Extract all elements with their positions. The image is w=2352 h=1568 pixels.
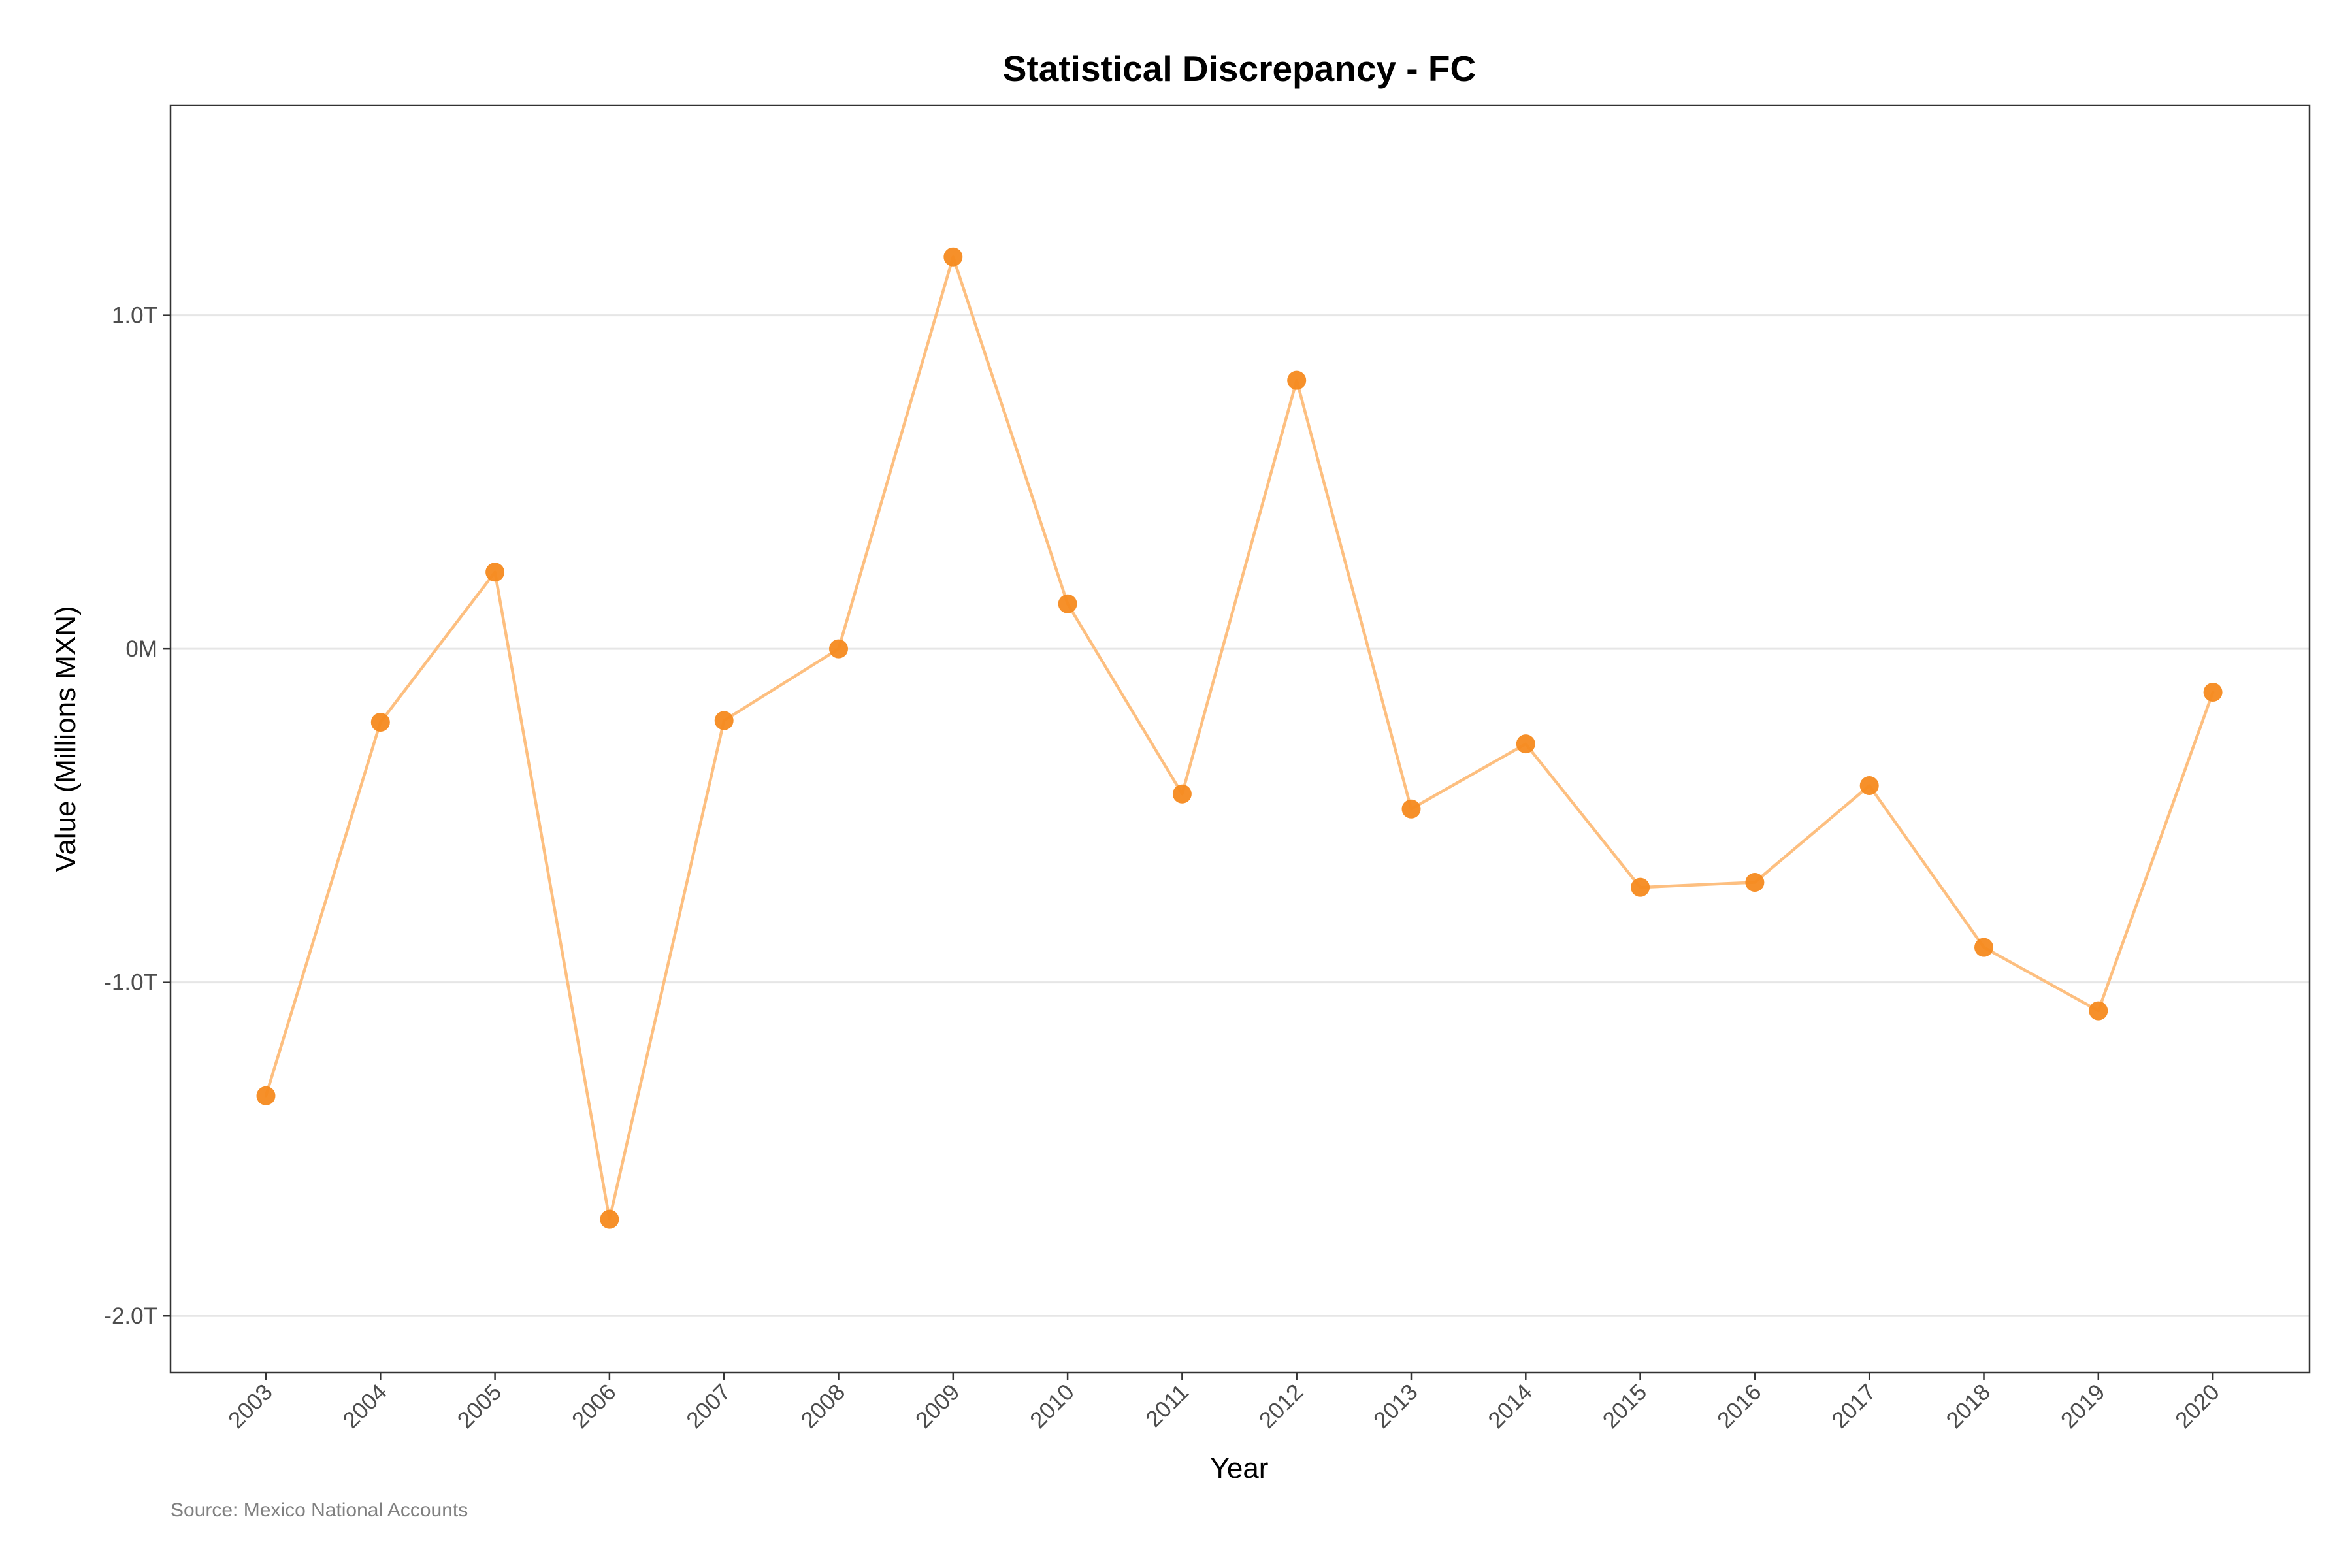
x-tick-label: 2015 [1598, 1379, 1652, 1433]
data-point [256, 1086, 276, 1105]
x-tick-label: 2010 [1025, 1379, 1079, 1433]
x-tick-label: 2016 [1712, 1379, 1767, 1433]
data-point [1745, 873, 1765, 892]
data-point [1058, 594, 1077, 613]
y-tick-label: 1.0T [112, 303, 157, 329]
x-tick-label: 2009 [911, 1379, 965, 1433]
x-tick-label: 2007 [681, 1379, 736, 1433]
x-axis-title: Year [1211, 1452, 1269, 1484]
chart-title: Statistical Discrepancy - FC [1003, 48, 1476, 89]
data-point [485, 563, 505, 582]
x-tick-label: 2020 [2170, 1379, 2225, 1433]
data-point [829, 639, 848, 659]
source-caption: Source: Mexico National Accounts [171, 1499, 468, 1521]
data-point [1172, 784, 1192, 804]
y-axis-ticks: 1.0T 0M -1.0T -2.0T [104, 303, 171, 1329]
data-point [1631, 877, 1650, 897]
data-point [600, 1209, 619, 1229]
data-point [1859, 776, 1879, 795]
data-point [1287, 370, 1307, 390]
data-point [1516, 734, 1535, 754]
y-tick-label: -2.0T [104, 1303, 157, 1329]
x-axis-ticks: 2003 2004 2005 2006 2007 2008 2009 2010 2011 2012… [223, 1373, 2225, 1433]
series-fc [256, 247, 2223, 1229]
data-point [714, 711, 734, 730]
x-tick-label: 2019 [2056, 1379, 2110, 1433]
x-tick-label: 2018 [1942, 1379, 1996, 1433]
x-tick-label: 2014 [1483, 1379, 1537, 1433]
data-point [2089, 1001, 2108, 1021]
data-point [1974, 938, 1993, 957]
x-tick-label: 2003 [223, 1379, 278, 1433]
y-tick-label: -1.0T [104, 970, 157, 996]
x-tick-label: 2008 [796, 1379, 851, 1433]
y-tick-label: 0M [125, 636, 157, 662]
series-line [264, 255, 2215, 1221]
x-tick-label: 2013 [1369, 1379, 1423, 1433]
x-tick-label: 2005 [453, 1379, 507, 1433]
data-point [2203, 683, 2223, 702]
x-tick-label: 2017 [1827, 1379, 1881, 1433]
x-tick-label: 2006 [567, 1379, 621, 1433]
gridlines [171, 314, 2310, 1317]
data-point [370, 712, 390, 732]
x-tick-label: 2004 [338, 1379, 392, 1433]
x-tick-label: 2011 [1141, 1379, 1194, 1432]
x-tick-label: 2012 [1254, 1379, 1309, 1433]
plot-panel-border [169, 104, 2311, 1374]
data-point [1401, 799, 1421, 819]
y-axis-title: Value (Millions MXN) [50, 606, 82, 872]
data-point [943, 247, 963, 267]
